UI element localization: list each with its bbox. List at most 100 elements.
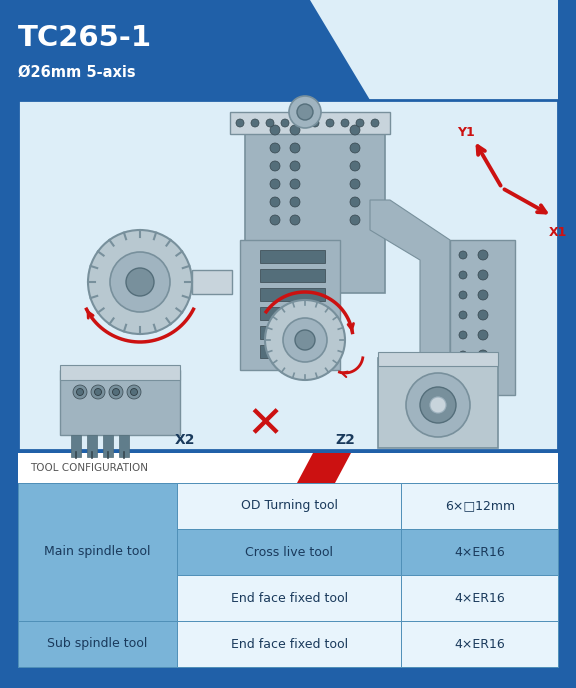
Circle shape (266, 119, 274, 127)
Text: X2: X2 (175, 433, 195, 447)
Circle shape (112, 389, 119, 396)
Bar (177, 483, 401, 529)
Bar (260, 288, 325, 301)
Bar (401, 529, 558, 575)
Bar (230, 112, 390, 134)
Text: Ø26mm 5-axis: Ø26mm 5-axis (18, 65, 135, 80)
Circle shape (478, 270, 488, 280)
Text: Main spindle tool: Main spindle tool (44, 546, 151, 559)
Bar (260, 307, 325, 320)
Circle shape (350, 215, 360, 225)
Circle shape (127, 385, 141, 399)
Circle shape (270, 143, 280, 153)
Circle shape (350, 143, 360, 153)
Circle shape (311, 119, 319, 127)
Circle shape (459, 251, 467, 259)
Bar (18, 483, 177, 621)
Circle shape (459, 291, 467, 299)
Circle shape (270, 179, 280, 189)
Bar (260, 250, 325, 263)
Bar (260, 326, 325, 339)
Bar (71, 435, 81, 457)
Bar (103, 435, 113, 457)
Circle shape (281, 119, 289, 127)
Bar (378, 352, 498, 366)
Circle shape (350, 197, 360, 207)
Text: Z2: Z2 (335, 433, 355, 447)
Circle shape (295, 330, 315, 350)
Text: TC265-1: TC265-1 (18, 24, 152, 52)
Circle shape (459, 271, 467, 279)
Circle shape (478, 350, 488, 360)
Bar (450, 240, 515, 395)
Bar (260, 269, 325, 282)
Circle shape (290, 143, 300, 153)
Text: ✕: ✕ (247, 403, 283, 447)
Circle shape (459, 351, 467, 359)
Circle shape (371, 119, 379, 127)
Text: 4×ER16: 4×ER16 (454, 592, 505, 605)
Circle shape (350, 179, 360, 189)
Text: End face fixed tool: End face fixed tool (231, 592, 348, 605)
Circle shape (326, 119, 334, 127)
Circle shape (290, 161, 300, 171)
Text: End face fixed tool: End face fixed tool (231, 638, 348, 650)
Circle shape (290, 179, 300, 189)
Text: 6×□12mm: 6×□12mm (445, 499, 515, 513)
Circle shape (459, 331, 467, 339)
Circle shape (356, 119, 364, 127)
Circle shape (350, 125, 360, 135)
Circle shape (270, 197, 280, 207)
Circle shape (289, 96, 321, 128)
Bar (378, 358, 498, 448)
Bar (119, 435, 129, 457)
Bar (0, 0, 576, 100)
Circle shape (88, 230, 192, 334)
Bar (192, 270, 232, 294)
Bar (177, 575, 401, 621)
Text: X1: X1 (549, 226, 567, 239)
Bar (177, 621, 401, 667)
Circle shape (478, 310, 488, 320)
Circle shape (265, 300, 345, 380)
Circle shape (270, 125, 280, 135)
Circle shape (478, 330, 488, 340)
Bar (245, 118, 385, 293)
Bar (240, 240, 340, 370)
Circle shape (406, 373, 470, 437)
Circle shape (236, 119, 244, 127)
Circle shape (73, 385, 87, 399)
Text: 4×ER16: 4×ER16 (454, 638, 505, 650)
Text: Y1: Y1 (457, 127, 475, 140)
Polygon shape (310, 0, 558, 100)
Circle shape (478, 290, 488, 300)
Text: Cross live tool: Cross live tool (245, 546, 334, 559)
Bar (18, 100, 558, 450)
Circle shape (297, 104, 313, 120)
Circle shape (91, 385, 105, 399)
Polygon shape (297, 453, 351, 483)
Circle shape (77, 389, 84, 396)
Circle shape (251, 119, 259, 127)
Bar (0, 667, 576, 688)
Circle shape (341, 119, 349, 127)
Circle shape (478, 250, 488, 260)
Bar (401, 621, 558, 667)
Circle shape (131, 389, 138, 396)
Circle shape (109, 385, 123, 399)
Text: OD Turning tool: OD Turning tool (241, 499, 338, 513)
Bar (401, 483, 558, 529)
Bar (177, 529, 401, 575)
Circle shape (290, 197, 300, 207)
Bar (18, 453, 558, 483)
Circle shape (350, 161, 360, 171)
Circle shape (290, 215, 300, 225)
Circle shape (459, 311, 467, 319)
Circle shape (430, 397, 446, 413)
Bar (60, 365, 180, 380)
Circle shape (126, 268, 154, 296)
Circle shape (290, 125, 300, 135)
Polygon shape (370, 200, 450, 380)
Bar (260, 345, 325, 358)
Bar (401, 575, 558, 621)
